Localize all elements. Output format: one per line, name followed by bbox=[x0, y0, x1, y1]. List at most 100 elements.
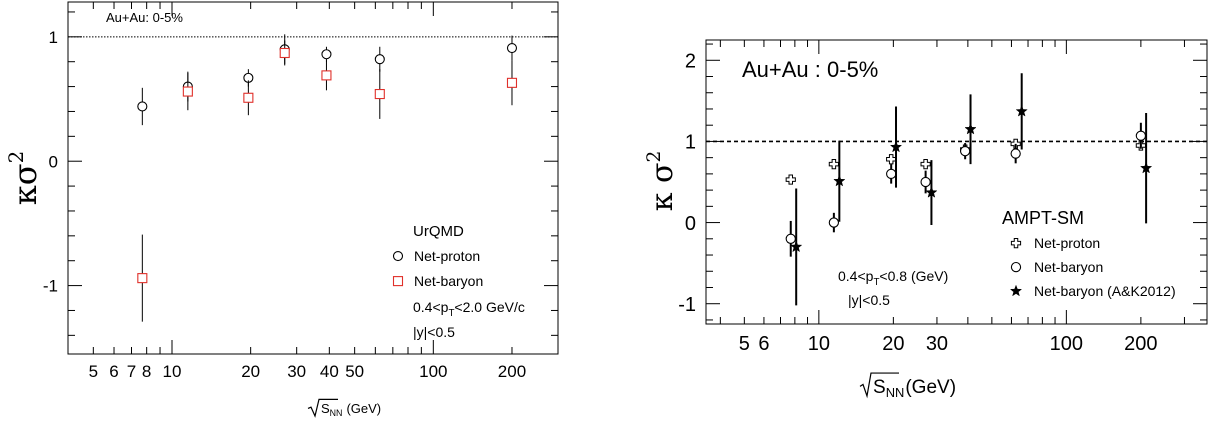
x-tick-label: 100 bbox=[419, 362, 447, 381]
y-tick-label: 0 bbox=[49, 152, 58, 171]
x-tick-label: 30 bbox=[287, 362, 306, 381]
rapidity-cut-label: |y|<0.5 bbox=[413, 324, 455, 340]
x-tick-label: 6 bbox=[758, 333, 769, 355]
data-point bbox=[374, 54, 385, 65]
data-point bbox=[828, 159, 839, 170]
x-tick-label: 200 bbox=[498, 362, 526, 381]
y-tick-label: -1 bbox=[43, 277, 58, 296]
data-point bbox=[1015, 104, 1028, 117]
data-point bbox=[889, 140, 903, 153]
sqrt-symbol bbox=[307, 398, 338, 418]
x-tick-label: 40 bbox=[320, 362, 339, 381]
data-point bbox=[374, 88, 385, 100]
pt-cut-sub: T bbox=[873, 277, 879, 288]
data-point bbox=[506, 77, 518, 88]
y-tick-label: -1 bbox=[678, 294, 696, 316]
y-axis-label-main: κσ bbox=[6, 163, 44, 205]
rapidity-cut-label: |y|<0.5 bbox=[848, 292, 890, 308]
x-tick-label: 50 bbox=[345, 362, 364, 381]
y-tick-label: 0 bbox=[685, 213, 696, 235]
system-annotation: Au+Au : 0-5% bbox=[742, 57, 878, 82]
data-point bbox=[790, 240, 803, 253]
plot-frame bbox=[67, 1, 559, 355]
data-point bbox=[137, 101, 148, 112]
legend-marker-1 bbox=[392, 276, 404, 287]
data-point bbox=[506, 42, 518, 54]
x-tick-label: 7 bbox=[127, 362, 136, 381]
pt-cut-rest: <2.0 GeV/c bbox=[454, 299, 524, 315]
data-point bbox=[964, 122, 977, 135]
data-point bbox=[279, 47, 290, 59]
legend-marker-0 bbox=[392, 251, 404, 262]
legend-label: Net-proton bbox=[1034, 235, 1100, 251]
data-point bbox=[243, 92, 254, 103]
x-tick-label: 10 bbox=[808, 333, 830, 355]
x-tick-label: 6 bbox=[109, 362, 118, 381]
legend-label: Net-baryon bbox=[414, 273, 483, 289]
y-axis-label-main: κ σ bbox=[645, 163, 680, 212]
x-tick-label: 20 bbox=[882, 333, 904, 355]
data-point bbox=[321, 49, 332, 60]
x-axis-label-sub: NN bbox=[330, 408, 343, 418]
series-2 bbox=[790, 73, 1153, 306]
urqmd-chart: -1 0 1 5 6 7 8 10 20 30 40 50 100 200 κσ2 SNN (GeV) Au+Au… bbox=[5, 1, 559, 418]
x-axis-label-unit: (GeV) bbox=[346, 401, 381, 416]
pt-cut-sub: T bbox=[448, 308, 454, 319]
data-point bbox=[137, 273, 148, 284]
data-point bbox=[1010, 148, 1021, 159]
pt-cut-main: 0.4<p bbox=[413, 299, 449, 315]
legend-label: Net-baryon (A&K2012) bbox=[1034, 283, 1176, 299]
x-tick-label: 10 bbox=[163, 362, 182, 381]
x-axis-label: SNN(GeV) bbox=[307, 398, 381, 418]
x-tick-label: 5 bbox=[89, 362, 98, 381]
x-axis-label: SNN(GeV) bbox=[859, 372, 956, 400]
data-point bbox=[785, 233, 796, 244]
data-point bbox=[1139, 161, 1153, 174]
data-point bbox=[959, 146, 971, 157]
y-axis-label-sup: 2 bbox=[5, 151, 28, 164]
data-point bbox=[920, 176, 931, 188]
x-axis-label-sub: NN bbox=[886, 385, 905, 400]
legend-title: AMPT-SM bbox=[1002, 208, 1084, 228]
plot-frame bbox=[705, 39, 1208, 325]
x-tick-label: 200 bbox=[1124, 333, 1157, 355]
data-point bbox=[925, 186, 938, 198]
data-point bbox=[182, 86, 193, 97]
legend-marker-0 bbox=[1010, 238, 1022, 249]
y-axis-label-sup: 2 bbox=[644, 151, 665, 163]
y-axis-label: κσ2 bbox=[5, 151, 44, 205]
legend: UrQMD Net-proton Net-baryon bbox=[392, 223, 483, 289]
legend: AMPT-SM Net-proton Net-baryon Net-baryon (A… bbox=[1002, 208, 1176, 299]
data-point bbox=[1135, 130, 1147, 141]
x-axis-label-main: S bbox=[873, 377, 886, 398]
legend-marker-1 bbox=[1010, 261, 1022, 273]
data-point bbox=[828, 217, 840, 228]
y-tick-label: 1 bbox=[49, 28, 58, 47]
x-tick-label: 100 bbox=[1050, 333, 1083, 355]
legend-title: UrQMD bbox=[413, 223, 464, 240]
x-tick-label: 20 bbox=[241, 362, 260, 381]
sqrt-symbol bbox=[859, 372, 899, 399]
x-tick-label: 30 bbox=[926, 333, 948, 355]
y-axis-label: κ σ2 bbox=[644, 151, 680, 212]
data-point bbox=[886, 168, 897, 180]
x-tick-label: 8 bbox=[142, 362, 151, 381]
x-axis-label-unit: (GeV) bbox=[905, 377, 956, 398]
data-point bbox=[321, 70, 332, 81]
series-1 bbox=[137, 40, 518, 322]
data-point bbox=[886, 154, 897, 165]
data-point bbox=[833, 174, 846, 187]
x-axis-label-main: S bbox=[321, 401, 330, 416]
legend-label: Net-proton bbox=[414, 248, 480, 264]
data-point bbox=[785, 174, 796, 185]
legend-marker-2 bbox=[1009, 284, 1023, 297]
y-tick-label: 2 bbox=[685, 50, 696, 72]
pt-cut-label: 0.4<pT<2.0 GeV/c bbox=[413, 299, 525, 319]
pt-cut-rest: <0.8 (GeV) bbox=[879, 268, 948, 284]
x-axis-label-text: SNN(GeV) bbox=[873, 377, 956, 400]
legend-label: Net-baryon bbox=[1034, 259, 1103, 275]
pt-cut-main: 0.4<p bbox=[838, 268, 874, 284]
y-tick-label: 1 bbox=[685, 132, 696, 154]
